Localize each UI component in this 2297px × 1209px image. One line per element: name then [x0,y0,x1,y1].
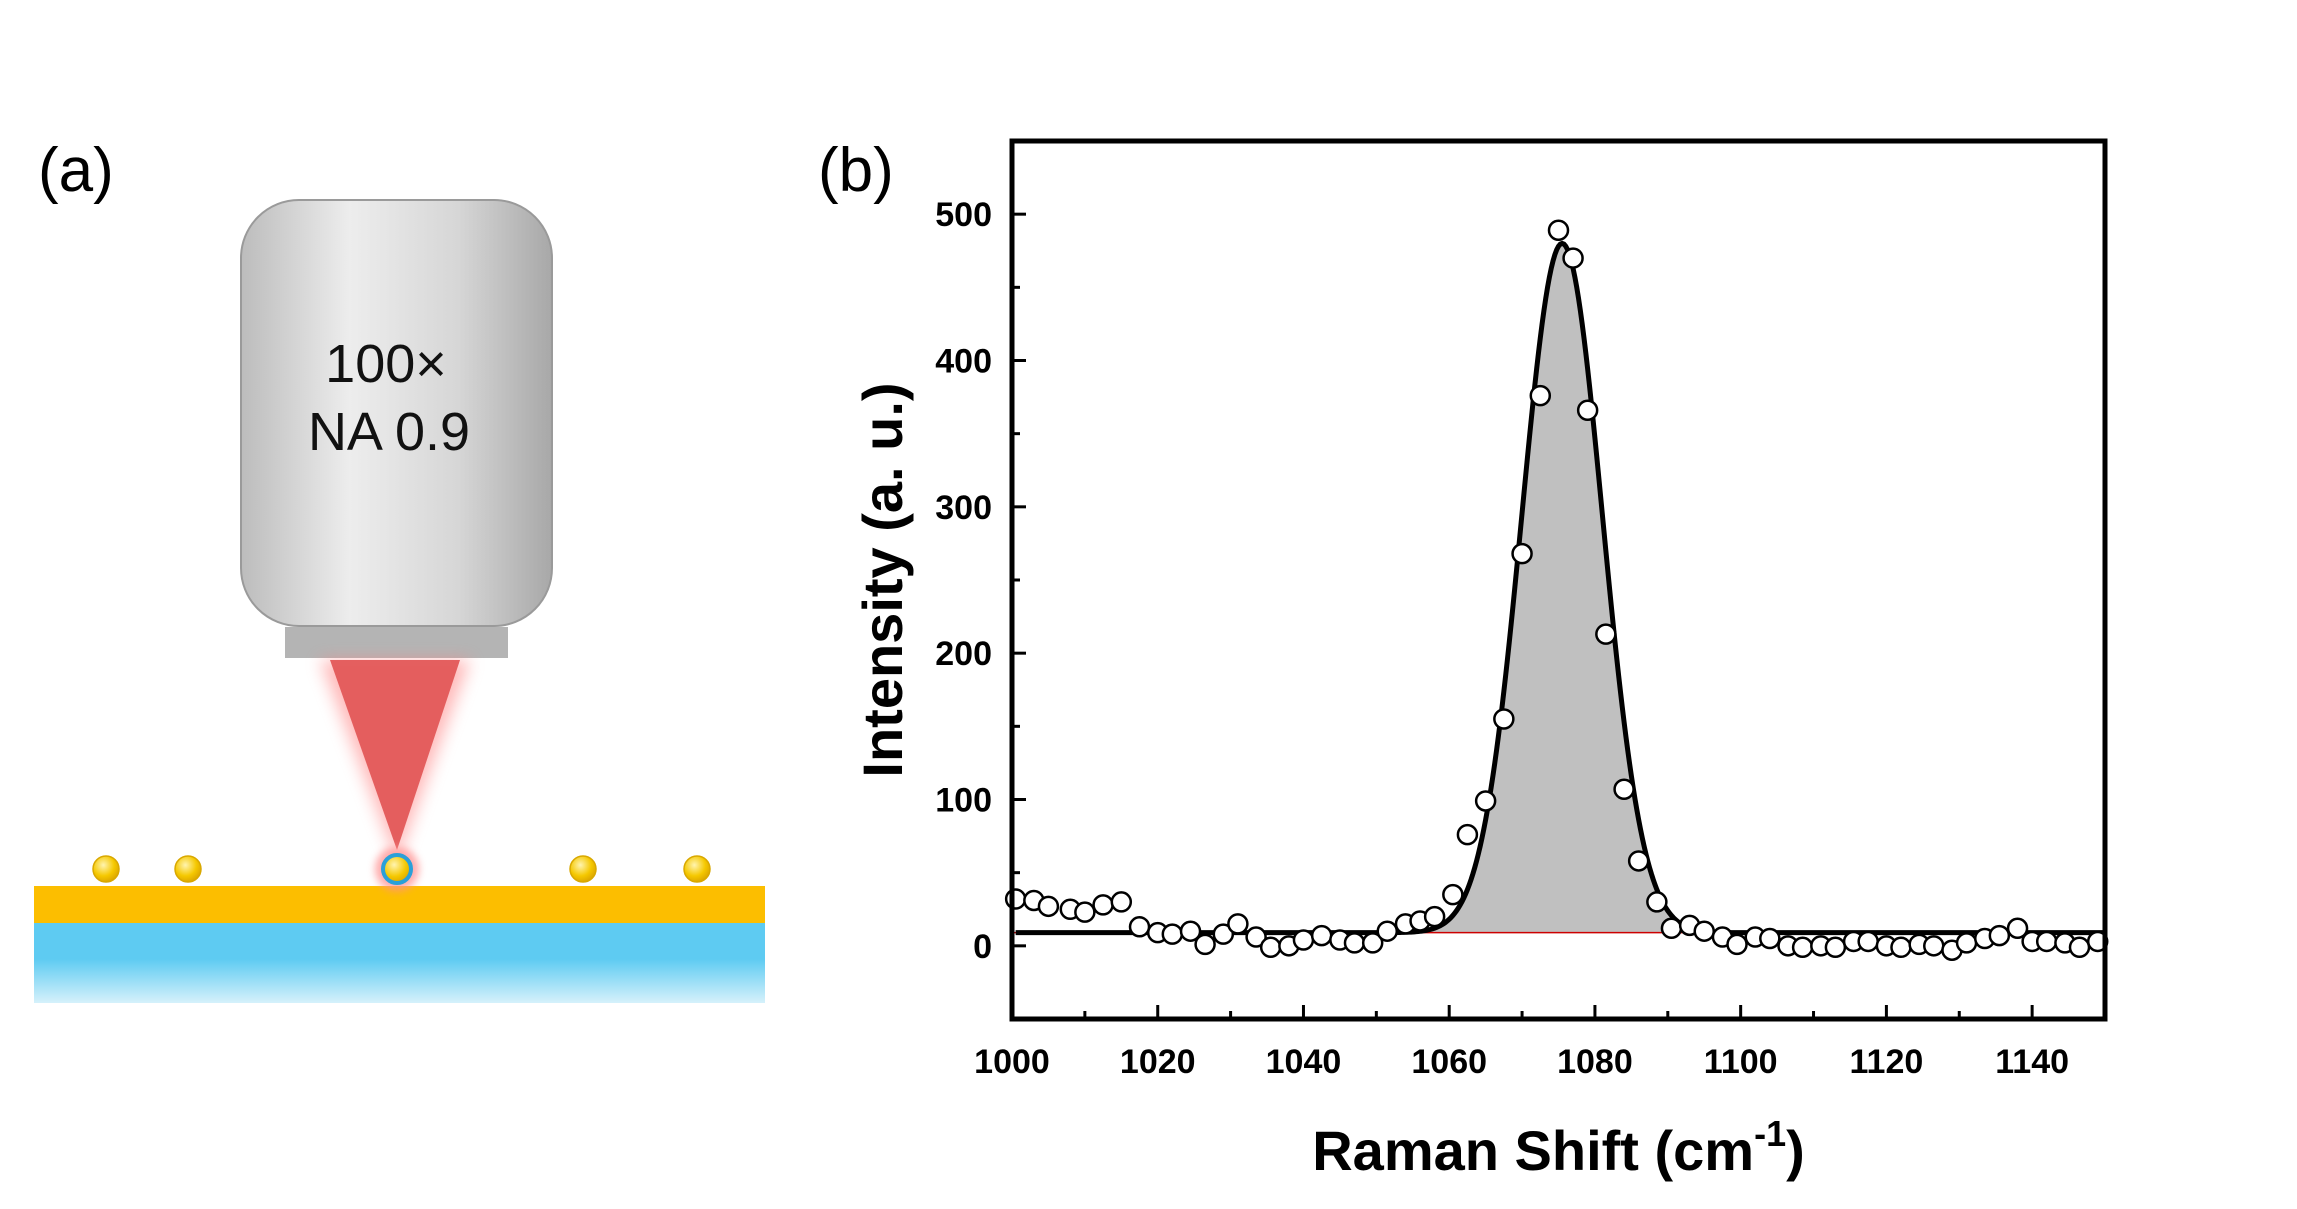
panel-a-label: (a) [38,136,114,205]
x-tick-label: 1060 [1411,1043,1487,1081]
data-point [1376,920,1399,942]
y-tick-label: 100 [935,782,992,820]
data-point [1955,932,1978,954]
data-point [1245,926,1267,948]
panel-b: (b) 1000 1020 1040 1060 1080 1100 1120 11400100… [818,136,2109,1182]
data-point [1890,936,1912,959]
data-point [1074,901,1096,923]
gold-nanoparticle [92,855,120,883]
data-point [1726,933,1748,956]
data-point [1212,923,1235,945]
gold-nanoparticle [569,855,597,883]
objective-magnification: 100× [325,334,447,394]
data-point [1693,920,1715,942]
data-point [1511,542,1533,565]
objective-lens: 100× NA 0.9 [240,199,553,658]
data-point [1474,790,1497,812]
y-tick-label: 0 [973,928,992,966]
data-point [1547,219,1570,242]
x-tick-label: 1120 [1850,1043,1924,1081]
data-point [1456,823,1479,846]
y-tick-label: 200 [935,635,992,673]
data-point [1923,935,1945,957]
y-tick-label: 300 [935,489,992,527]
y-tick-label: 500 [935,196,992,234]
data-point [1310,924,1333,947]
data-point [2068,936,2091,959]
data-point [1646,891,1668,913]
laser-beam [320,660,470,862]
panel-a: (a) 100× NA 0.9 [34,136,765,1003]
data-point [1259,936,1282,959]
objective-tip [285,627,508,658]
data-point [1529,384,1552,407]
data-point [1759,927,1781,950]
peak-fill [1343,243,1781,933]
raman-chart: 1000 1020 1040 1060 1080 1100 1120 1140 0 100 200 3… [851,138,2109,1182]
glass-substrate [34,923,765,1003]
data-point [1092,894,1114,916]
data-point [1824,936,1847,959]
data-point [1576,399,1599,422]
data-point [1857,930,1879,953]
objective-body [240,199,553,627]
data-point [1343,932,1366,954]
nanoparticles [92,847,711,891]
data-point [1128,916,1151,938]
x-tick-label: 1040 [1266,1043,1342,1081]
data-point [1791,936,1814,959]
data-point [1161,923,1184,945]
data-point [1493,708,1515,730]
data-point [1004,888,1027,910]
data-point [1595,623,1617,645]
data-point [1423,905,1446,928]
x-axis-title: Raman Shift (cm-1) [1312,1113,1805,1182]
x-tick-label: 1020 [1120,1043,1196,1081]
x-tick-label: 1080 [1557,1043,1633,1081]
objective-na: NA 0.9 [308,402,470,462]
gold-nanoparticle [683,855,711,883]
data-point [1292,929,1315,951]
data-point [1194,933,1216,956]
data-point [2035,930,2058,953]
data-point [1562,247,1584,269]
data-point [1613,778,1635,801]
data-point [1110,891,1133,913]
data-point [1660,917,1683,940]
data-point [1179,920,1202,942]
data-point [1227,913,1249,935]
data-point [1442,883,1464,906]
gold-film [34,886,765,923]
y-axis-title: Intensity (a. u.) [851,382,914,777]
data-point [1361,932,1384,954]
data-point [1037,895,1060,918]
x-tick-label: 1140 [1995,1043,2069,1081]
data-point [2006,917,2029,940]
data-point [1988,924,2011,947]
hot-spot-particle [381,853,413,885]
y-tick-label: 400 [935,343,992,381]
data-point [1627,850,1650,872]
x-tick-label: 1000 [974,1043,1050,1081]
gold-nanoparticle [174,855,202,883]
plot-area [1012,240,2105,936]
panel-b-label: (b) [818,136,894,205]
x-tick-label: 1100 [1704,1043,1778,1081]
